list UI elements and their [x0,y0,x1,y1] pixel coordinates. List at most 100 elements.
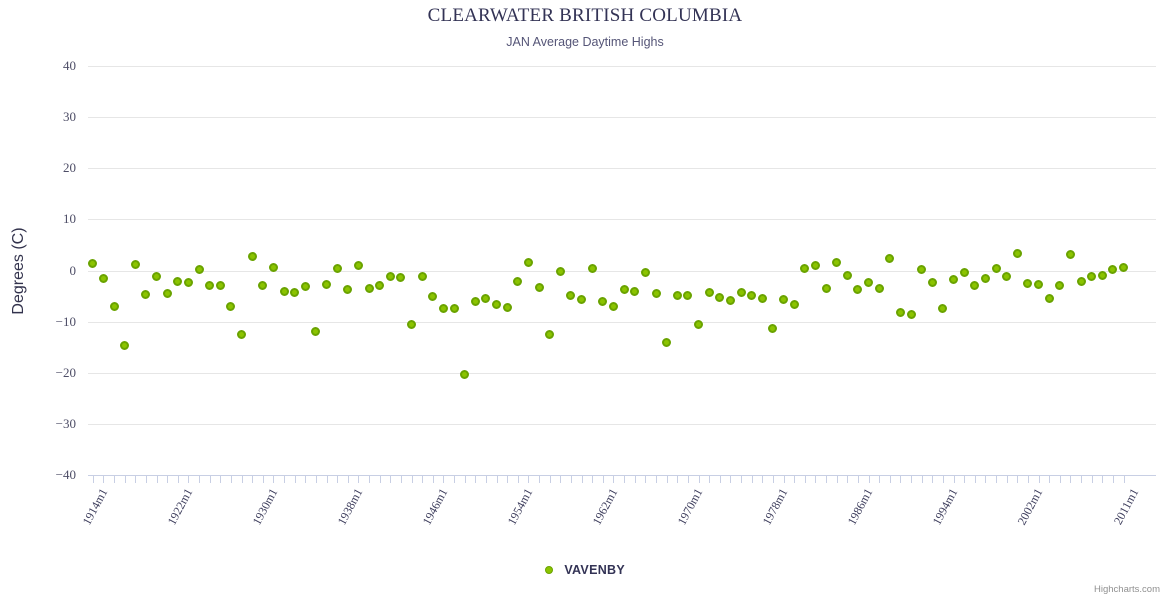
data-point[interactable] [268,263,278,273]
data-point[interactable] [566,290,576,300]
data-point[interactable] [534,283,544,293]
data-point[interactable] [545,330,555,340]
data-point[interactable] [789,300,799,310]
data-point[interactable] [407,319,417,329]
data-point[interactable] [885,253,895,263]
data-point[interactable] [864,277,874,287]
data-point[interactable] [152,271,162,281]
data-point[interactable] [205,280,215,290]
data-point[interactable] [715,293,725,303]
data-point[interactable] [832,257,842,267]
data-point[interactable] [991,263,1001,273]
data-point[interactable] [874,283,884,293]
data-point[interactable] [311,327,321,337]
data-point[interactable] [1065,250,1075,260]
data-point[interactable] [364,283,374,293]
data-point[interactable] [938,303,948,313]
data-point[interactable] [162,289,172,298]
data-point[interactable] [396,272,406,282]
data-point[interactable] [492,299,502,309]
data-point[interactable] [215,281,225,291]
data-point[interactable] [513,277,523,287]
data-point[interactable] [173,276,183,286]
data-point[interactable] [438,304,448,314]
data-point[interactable] [1087,271,1097,281]
data-point[interactable] [810,260,820,270]
data-point[interactable] [704,287,714,297]
credits-link[interactable]: Highcharts.com [1094,584,1160,595]
data-point[interactable] [949,275,959,285]
legend-item-vavenby[interactable]: VAVENBY [544,562,625,577]
data-point[interactable] [619,284,629,294]
data-point[interactable] [598,297,608,307]
data-point[interactable] [1023,278,1033,288]
data-point[interactable] [375,281,385,291]
data-point[interactable] [1097,270,1107,280]
data-point[interactable] [194,264,204,274]
data-point[interactable] [141,289,151,299]
data-point[interactable] [1076,277,1086,287]
data-point[interactable] [247,251,257,261]
data-point[interactable] [300,281,310,291]
data-point[interactable] [895,308,905,318]
data-point[interactable] [502,302,512,312]
data-point[interactable] [237,330,247,340]
data-point[interactable] [917,265,927,275]
data-point[interactable] [290,288,300,298]
data-point[interactable] [672,290,682,300]
data-point[interactable] [970,281,980,291]
data-point[interactable] [694,320,703,330]
data-point[interactable] [332,264,342,274]
data-point[interactable] [757,294,767,304]
data-point[interactable] [980,273,990,283]
data-point[interactable] [587,263,597,273]
data-point[interactable] [842,271,852,281]
data-point[interactable] [279,287,289,297]
data-point[interactable] [417,271,427,281]
data-point[interactable] [779,294,789,304]
data-point[interactable] [109,301,119,311]
data-point[interactable] [1002,272,1012,282]
data-point[interactable] [683,291,693,301]
data-point[interactable] [523,258,533,268]
data-point[interactable] [821,283,831,293]
data-point[interactable] [630,287,640,297]
data-point[interactable] [800,264,810,274]
data-point[interactable] [725,295,735,305]
data-point[interactable] [1044,294,1054,304]
data-point[interactable] [608,301,618,311]
data-point[interactable] [183,277,193,287]
data-point[interactable] [959,267,969,277]
data-point[interactable] [747,291,757,301]
data-point[interactable] [577,295,587,305]
data-point[interactable] [98,273,108,283]
data-point[interactable] [1055,280,1065,290]
data-point[interactable] [736,288,746,298]
data-point[interactable] [555,267,565,277]
data-point[interactable] [130,260,140,270]
data-point[interactable] [1034,279,1044,289]
data-point[interactable] [258,281,268,291]
data-point[interactable] [651,289,661,298]
data-point[interactable] [768,323,778,333]
data-point[interactable] [88,258,98,268]
data-point[interactable] [640,268,650,278]
data-point[interactable] [927,278,937,288]
data-point[interactable] [1119,263,1129,273]
data-point[interactable] [226,301,236,311]
data-point[interactable] [1108,264,1118,274]
data-point[interactable] [385,271,395,281]
data-point[interactable] [322,279,332,289]
data-point[interactable] [449,303,459,313]
data-point[interactable] [343,284,353,294]
data-point[interactable] [1012,249,1022,259]
data-point[interactable] [470,296,480,306]
data-point[interactable] [428,291,438,301]
data-point[interactable] [460,369,470,379]
data-point[interactable] [906,310,916,320]
data-point[interactable] [353,261,363,271]
data-point[interactable] [120,341,130,351]
data-point[interactable] [481,294,491,304]
data-point[interactable] [853,285,863,295]
data-point[interactable] [662,337,672,347]
